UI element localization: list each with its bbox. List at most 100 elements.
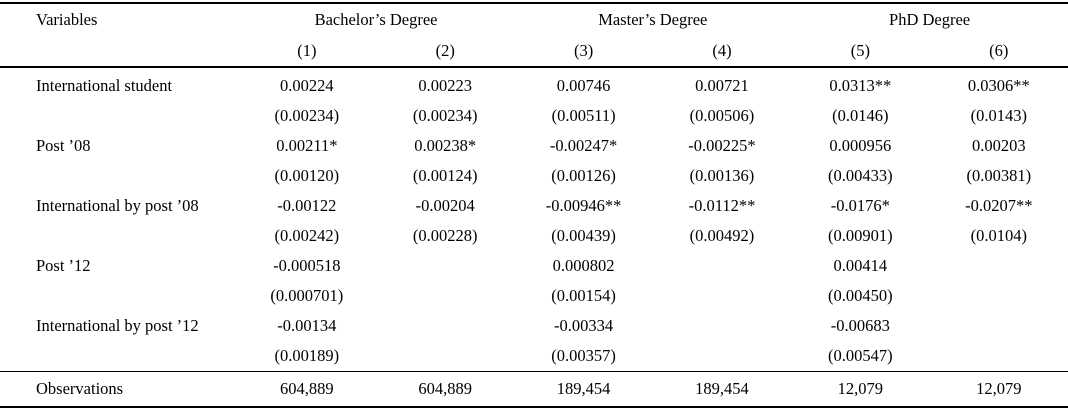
- observations-value: 189,454: [556, 379, 611, 398]
- se-cell: [376, 281, 514, 311]
- table-row-se: (0.000701) (0.00154) (0.00450): [0, 281, 1068, 311]
- col-header-1: (1): [297, 41, 317, 60]
- se-cell: (0.00124): [412, 166, 478, 185]
- coef-cell: -0.00247*: [549, 136, 618, 155]
- se-cell: (0.00154): [551, 286, 616, 305]
- observations-value: 189,454: [695, 379, 749, 398]
- coef-cell: [376, 311, 514, 341]
- empty-cell: [0, 281, 238, 311]
- coef-cell: -0.00204: [415, 196, 475, 215]
- se-cell: (0.00242): [274, 226, 340, 245]
- se-cell: (0.00234): [274, 106, 340, 125]
- se-cell: (0.00381): [966, 166, 1032, 185]
- observations-label: Observations: [36, 379, 124, 398]
- col-header-6: (6): [989, 41, 1009, 60]
- coef-cell: -0.0207**: [965, 196, 1033, 215]
- empty-cell: [0, 101, 238, 131]
- empty-cell: [0, 221, 238, 251]
- coef-cell: -0.00683: [830, 316, 890, 335]
- variable-label: International student: [36, 76, 173, 95]
- se-cell: (0.0143): [970, 106, 1027, 125]
- se-cell: (0.00450): [828, 286, 893, 305]
- variable-label: International by post ’12: [36, 316, 199, 335]
- coef-cell: 0.00414: [833, 256, 888, 275]
- coef-cell: [376, 251, 514, 281]
- coef-cell: 0.000802: [552, 256, 615, 275]
- table-row-se: (0.00234) (0.00234) (0.00511) (0.00506) …: [0, 101, 1068, 131]
- coef-cell: -0.00225*: [688, 136, 756, 155]
- coef-cell: 0.000956: [829, 136, 892, 155]
- se-cell: [930, 281, 1068, 311]
- variable-label: International by post ’08: [36, 196, 199, 215]
- group-header-bachelors: Bachelor’s Degree: [314, 10, 438, 29]
- se-cell: (0.00506): [689, 106, 755, 125]
- coef-cell: -0.000518: [273, 256, 341, 275]
- table-row-se: (0.00242) (0.00228) (0.00439) (0.00492) …: [0, 221, 1068, 251]
- variables-header: Variables: [36, 10, 98, 29]
- empty-cell: [0, 341, 238, 372]
- se-cell: [376, 341, 514, 372]
- group-header-phd: PhD Degree: [889, 10, 971, 29]
- table-row-coef: Post ’08 0.00211* 0.00238* -0.00247* -0.…: [0, 131, 1068, 161]
- se-cell: [653, 341, 791, 372]
- group-header-masters: Master’s Degree: [598, 10, 708, 29]
- col-header-4: (4): [712, 41, 732, 60]
- coef-cell: -0.0112**: [688, 196, 756, 215]
- se-cell: (0.00511): [551, 106, 616, 125]
- se-cell: (0.00901): [828, 226, 893, 245]
- se-cell: (0.00126): [551, 166, 616, 185]
- observations-value: 12,079: [837, 379, 884, 398]
- se-cell: (0.00136): [689, 166, 755, 185]
- coef-cell: 0.0306**: [967, 76, 1030, 95]
- coef-cell: 0.00238*: [414, 136, 477, 155]
- coef-cell: 0.00203: [971, 136, 1026, 155]
- se-cell: (0.0104): [970, 226, 1027, 245]
- empty-cell: [0, 161, 238, 191]
- observations-value: 604,889: [280, 379, 334, 398]
- col-header-2: (2): [435, 41, 455, 60]
- coef-cell: [930, 251, 1068, 281]
- coef-cell: [653, 311, 791, 341]
- coef-cell: -0.00134: [277, 316, 337, 335]
- se-cell: (0.00357): [551, 346, 616, 365]
- empty-header-cell: [0, 35, 238, 67]
- coef-cell: 0.00721: [695, 76, 749, 95]
- coef-cell: [930, 311, 1068, 341]
- coef-cell: 0.00746: [556, 76, 611, 95]
- se-cell: [653, 281, 791, 311]
- se-cell: (0.00492): [689, 226, 755, 245]
- se-cell: (0.000701): [270, 286, 344, 305]
- se-cell: (0.00547): [828, 346, 893, 365]
- se-cell: (0.00433): [828, 166, 893, 185]
- table-row-coef: Post ’12 -0.000518 0.000802 0.00414: [0, 251, 1068, 281]
- header-group-row: Variables Bachelor’s Degree Master’s Deg…: [0, 3, 1068, 35]
- variable-label: Post ’08: [36, 136, 91, 155]
- observations-row: Observations 604,889 604,889 189,454 189…: [0, 372, 1068, 408]
- se-cell: (0.0146): [832, 106, 889, 125]
- se-cell: (0.00120): [274, 166, 340, 185]
- header-column-number-row: (1) (2) (3) (4) (5) (6): [0, 35, 1068, 67]
- table-row-se: (0.00189) (0.00357) (0.00547): [0, 341, 1068, 372]
- coef-cell: 0.00211*: [276, 136, 338, 155]
- se-cell: (0.00228): [412, 226, 478, 245]
- observations-value: 604,889: [418, 379, 473, 398]
- coef-cell: [653, 251, 791, 281]
- coef-cell: -0.00334: [554, 316, 614, 335]
- table-row-se: (0.00120) (0.00124) (0.00126) (0.00136) …: [0, 161, 1068, 191]
- table-row-coef: International by post ’08 -0.00122 -0.00…: [0, 191, 1068, 221]
- table-row-coef: International student 0.00224 0.00223 0.…: [0, 67, 1068, 101]
- coef-cell: 0.00223: [418, 76, 473, 95]
- se-cell: (0.00189): [274, 346, 340, 365]
- coef-cell: -0.0176*: [830, 196, 890, 215]
- table-row-coef: International by post ’12 -0.00134 -0.00…: [0, 311, 1068, 341]
- se-cell: [930, 341, 1068, 372]
- coef-cell: -0.00122: [277, 196, 337, 215]
- se-cell: (0.00439): [551, 226, 616, 245]
- observations-value: 12,079: [976, 379, 1022, 398]
- coef-cell: -0.00946**: [545, 196, 622, 215]
- col-header-3: (3): [573, 41, 594, 60]
- coef-cell: 0.00224: [280, 76, 334, 95]
- col-header-5: (5): [850, 41, 870, 60]
